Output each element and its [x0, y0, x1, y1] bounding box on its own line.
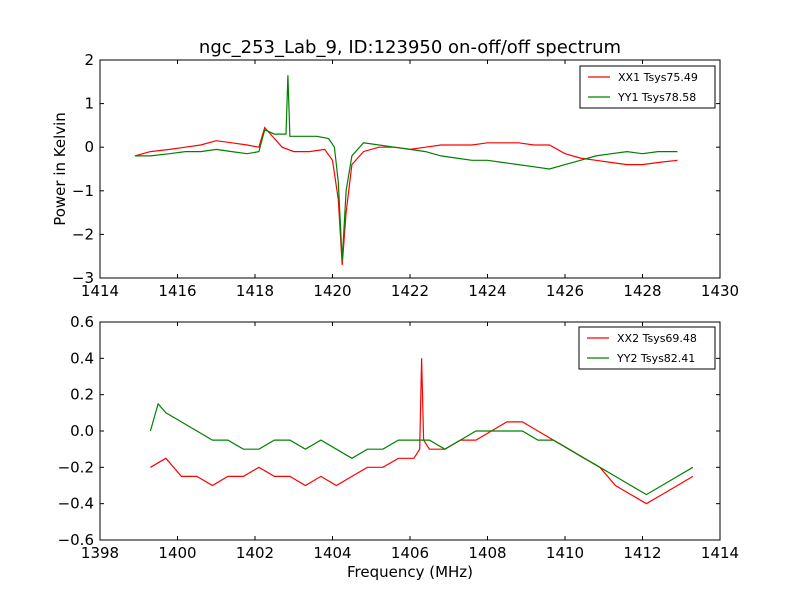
y-tick-label: −1 [72, 182, 94, 200]
y-tick-label: −0.6 [58, 531, 94, 549]
x-tick-label: 1410 [546, 544, 584, 562]
legend: XX1 Tsys75.49 YY1 Tsys78.58 [579, 65, 716, 109]
x-tick-label: 1406 [391, 544, 429, 562]
legend-box [579, 65, 716, 109]
y-axis-label: Power in Kelvin [51, 112, 69, 226]
y-tick-label: −3 [72, 269, 94, 287]
figure-title: ngc_253_Lab_9, ID:123950 on-off/off spec… [199, 37, 621, 58]
x-tick-label: 1398 [81, 544, 119, 562]
x-tick-label: 1416 [158, 282, 196, 300]
y-tick-label: 0.4 [70, 349, 94, 367]
x-tick-label: 1404 [313, 544, 351, 562]
x-tick-label: 1426 [546, 282, 584, 300]
series-line-yy-panel2 [149, 402, 694, 496]
y-tick-label: 0 [84, 138, 94, 156]
legend: XX2 Tsys69.48 YY2 Tsys82.41 [578, 326, 716, 370]
x-tick-label: 1414 [81, 282, 119, 300]
series-line-yy-panel1 [134, 75, 678, 261]
x-tick-label: 1420 [313, 282, 351, 300]
legend-label: YY2 Tsys82.41 [616, 352, 695, 365]
y-tick-label: 1 [84, 95, 94, 113]
y-tick-label: 0.2 [70, 386, 94, 404]
bottom-panel: 1398 1400 1402 1404 1406 1408 1410 1412 1414 −0.6… [58, 313, 740, 581]
x-tick-label: 1422 [391, 282, 429, 300]
legend-label: XX2 Tsys69.48 [617, 332, 697, 345]
y-tick-label: 0.6 [70, 313, 94, 331]
top-panel: 1414 1416 1418 1420 1422 1424 1426 1428 1430 −3 −2… [51, 51, 739, 300]
x-tick-label: 1402 [236, 544, 274, 562]
x-tick-label: 1414 [701, 544, 739, 562]
x-tick-label: 1424 [468, 282, 506, 300]
legend-label: YY1 Tsys78.58 [617, 91, 696, 104]
x-tick-label: 1412 [623, 544, 661, 562]
x-tick-label: 1418 [236, 282, 274, 300]
y-tick-label: −2 [72, 225, 94, 243]
x-tick-label: 1428 [623, 282, 661, 300]
y-tick-label: −0.4 [58, 495, 94, 513]
series-line-xx-panel1 [134, 126, 678, 265]
legend-label: XX1 Tsys75.49 [618, 71, 698, 84]
x-tick-label: 1400 [158, 544, 196, 562]
y-tick-label: 2 [84, 51, 94, 69]
x-tick-label: 1430 [701, 282, 739, 300]
legend-box [578, 326, 716, 370]
y-tick-label: −0.2 [58, 458, 94, 476]
y-tick-label: 0.0 [70, 422, 94, 440]
x-tick-label: 1408 [468, 544, 506, 562]
x-axis-label: Frequency (MHz) [347, 563, 473, 581]
